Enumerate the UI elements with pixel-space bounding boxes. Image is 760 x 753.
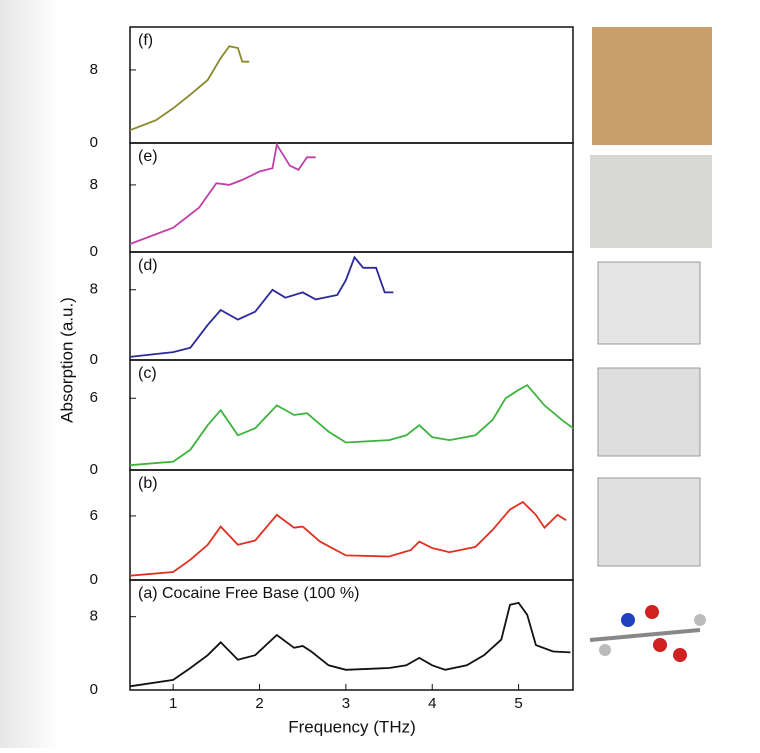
y-tick-label: 8 (90, 176, 98, 193)
panel-frame (129, 579, 574, 691)
x-tick-label: 2 (255, 695, 263, 712)
x-tick-label: 5 (514, 695, 522, 712)
photo-envelope (597, 261, 701, 345)
y-tick-label: 6 (90, 389, 98, 406)
x-tick-label: 3 (342, 695, 350, 712)
y-tick-label: 0 (90, 461, 98, 478)
photos (589, 27, 712, 662)
y-tick-label: 0 (90, 571, 98, 588)
panel-frame (129, 26, 574, 144)
panel-frame (129, 142, 574, 253)
y-axis-title: Absorption (a.u.) (57, 297, 76, 423)
panel-frame (129, 469, 574, 581)
photo-fedex-box (590, 155, 712, 248)
y-tick-label: 0 (90, 351, 98, 368)
photo-envelope-2 (597, 367, 701, 457)
line (129, 255, 394, 358)
line (129, 142, 316, 245)
y-tick-label: 0 (90, 243, 98, 260)
y-tick-label: 0 (90, 681, 98, 698)
photo-box (592, 27, 712, 145)
panel-label: (e) (138, 148, 158, 165)
panel-label: (d) (138, 257, 158, 274)
y-tick-label: 8 (90, 281, 98, 298)
y-tick-label: 0 (90, 134, 98, 151)
line (129, 383, 574, 467)
x-tick-label: 1 (169, 695, 177, 712)
molecule (589, 605, 706, 662)
line (129, 601, 571, 688)
panel-frame (129, 359, 574, 471)
photo-envelope-3 (597, 477, 701, 567)
panel-label: (f) (138, 32, 153, 49)
line (129, 45, 250, 132)
y-tick-label: 8 (90, 608, 98, 625)
y-tick-label: 8 (90, 61, 98, 78)
line (129, 500, 567, 577)
x-axis-title: Frequency (THz) (288, 717, 416, 736)
x-tick-label: 4 (428, 695, 436, 712)
y-tick-label: 6 (90, 507, 98, 524)
panel-label: (b) (138, 475, 158, 492)
background (0, 0, 60, 748)
panel-label: (a) Cocaine Free Base (100 %) (138, 585, 359, 602)
panel-label: (c) (138, 365, 157, 382)
panel-frame (129, 251, 574, 361)
